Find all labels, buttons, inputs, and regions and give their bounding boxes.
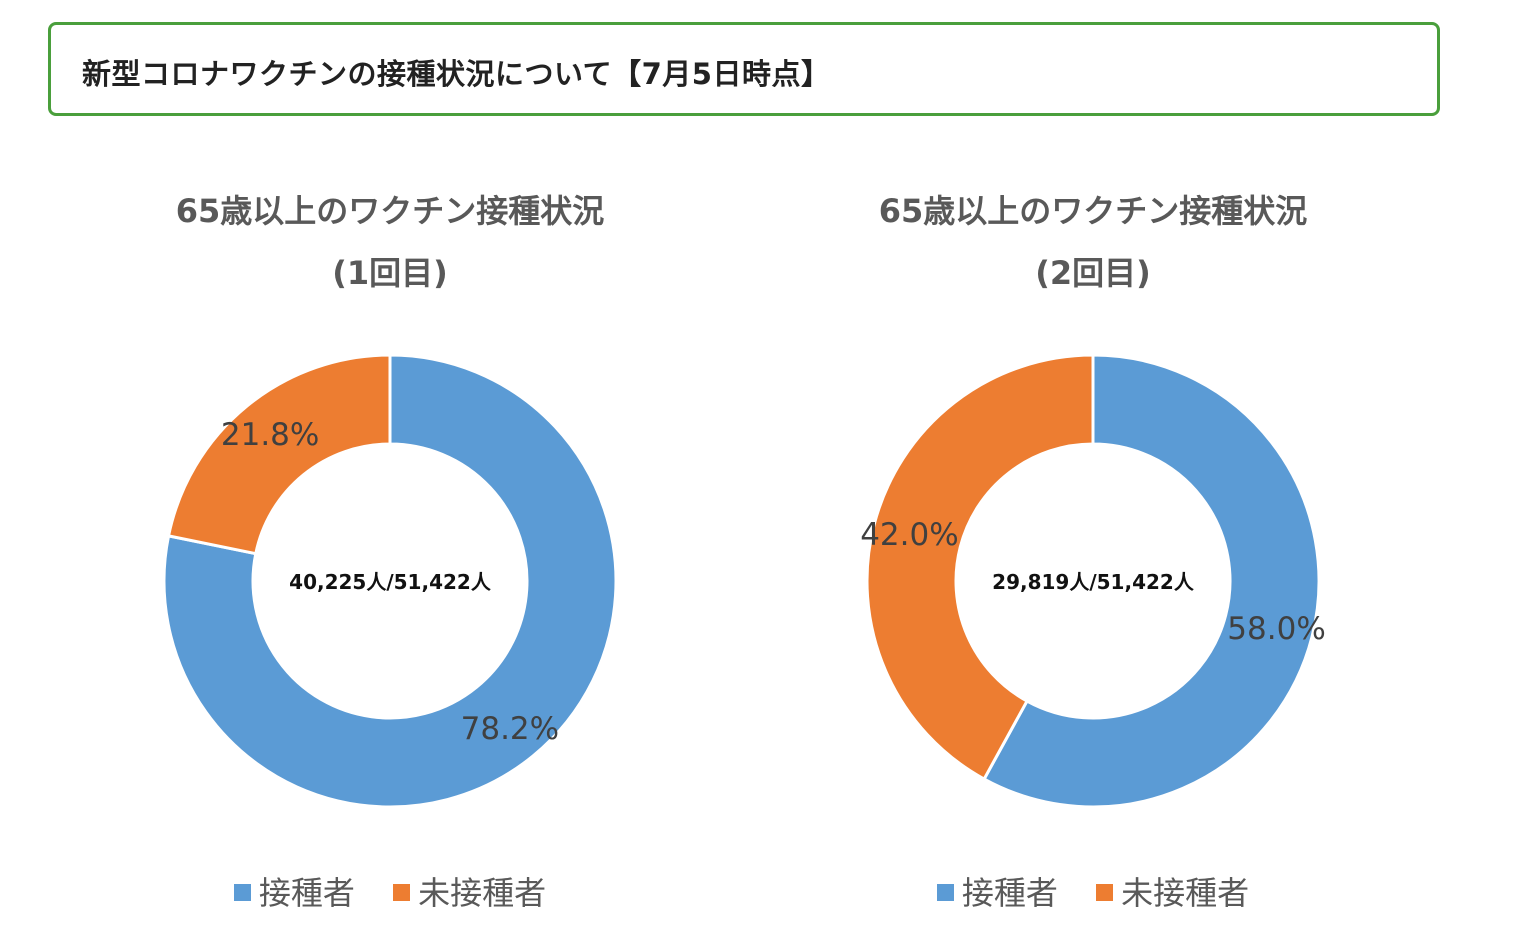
donut-center-label: 29,819人/51,422人	[992, 570, 1195, 594]
chart-title: 65歳以上のワクチン接種状況 (1回目)	[130, 180, 650, 304]
donut-center-label: 40,225人/51,422人	[289, 570, 492, 594]
legend-item-vaccinated: 接種者	[233, 868, 355, 914]
chart-title: 65歳以上のワクチン接種状況 (2回目)	[833, 180, 1353, 304]
legend-swatch-unvaccinated	[393, 883, 411, 901]
donut-slice-vaccinated	[982, 353, 1321, 809]
chart-title-line2: (2回目)	[1035, 254, 1151, 292]
chart-legend: 接種者 未接種者	[833, 868, 1353, 914]
slice-label-vaccinated: 58.0%	[1227, 611, 1325, 647]
slice-label-unvaccinated: 42.0%	[860, 517, 958, 553]
donut-chart-dose-1: 78.2% 21.8% 40,225人/51,422人	[162, 353, 618, 809]
legend-swatch-vaccinated	[936, 883, 954, 901]
legend-label: 接種者	[258, 874, 355, 912]
legend-label: 未接種者	[418, 874, 547, 912]
chart-panel-dose-1: 65歳以上のワクチン接種状況 (1回目) 78.2% 21.8% 40,225人/5…	[130, 160, 650, 940]
chart-panel-dose-2: 65歳以上のワクチン接種状況 (2回目) 58.0% 42.0% 29,819人/5…	[833, 160, 1353, 940]
chart-legend: 接種者 未接種者	[130, 868, 650, 914]
legend-swatch-unvaccinated	[1096, 883, 1114, 901]
page-title: 新型コロナワクチンの接種状況について【7月5日時点】	[82, 57, 831, 91]
legend-swatch-vaccinated	[233, 883, 251, 901]
donut-slice-vaccinated	[162, 353, 618, 809]
donut-slice-unvaccinated	[865, 353, 1095, 782]
slice-label-unvaccinated: 21.8%	[221, 417, 319, 453]
legend-label: 未接種者	[1121, 874, 1250, 912]
donut-chart-dose-2: 58.0% 42.0% 29,819人/51,422人	[860, 353, 1326, 809]
chart-title-line2: (1回目)	[332, 254, 448, 292]
slice-label-vaccinated: 78.2%	[461, 711, 559, 747]
chart-title-line1: 65歳以上のワクチン接種状況	[175, 192, 605, 230]
header-box: 新型コロナワクチンの接種状況について【7月5日時点】	[48, 22, 1440, 116]
legend-label: 接種者	[961, 874, 1058, 912]
chart-title-line1: 65歳以上のワクチン接種状況	[878, 192, 1308, 230]
donut-slice-unvaccinated	[166, 353, 392, 556]
legend-item-vaccinated: 接種者	[936, 868, 1058, 914]
legend-item-unvaccinated: 未接種者	[1096, 868, 1249, 914]
legend-item-unvaccinated: 未接種者	[393, 868, 546, 914]
